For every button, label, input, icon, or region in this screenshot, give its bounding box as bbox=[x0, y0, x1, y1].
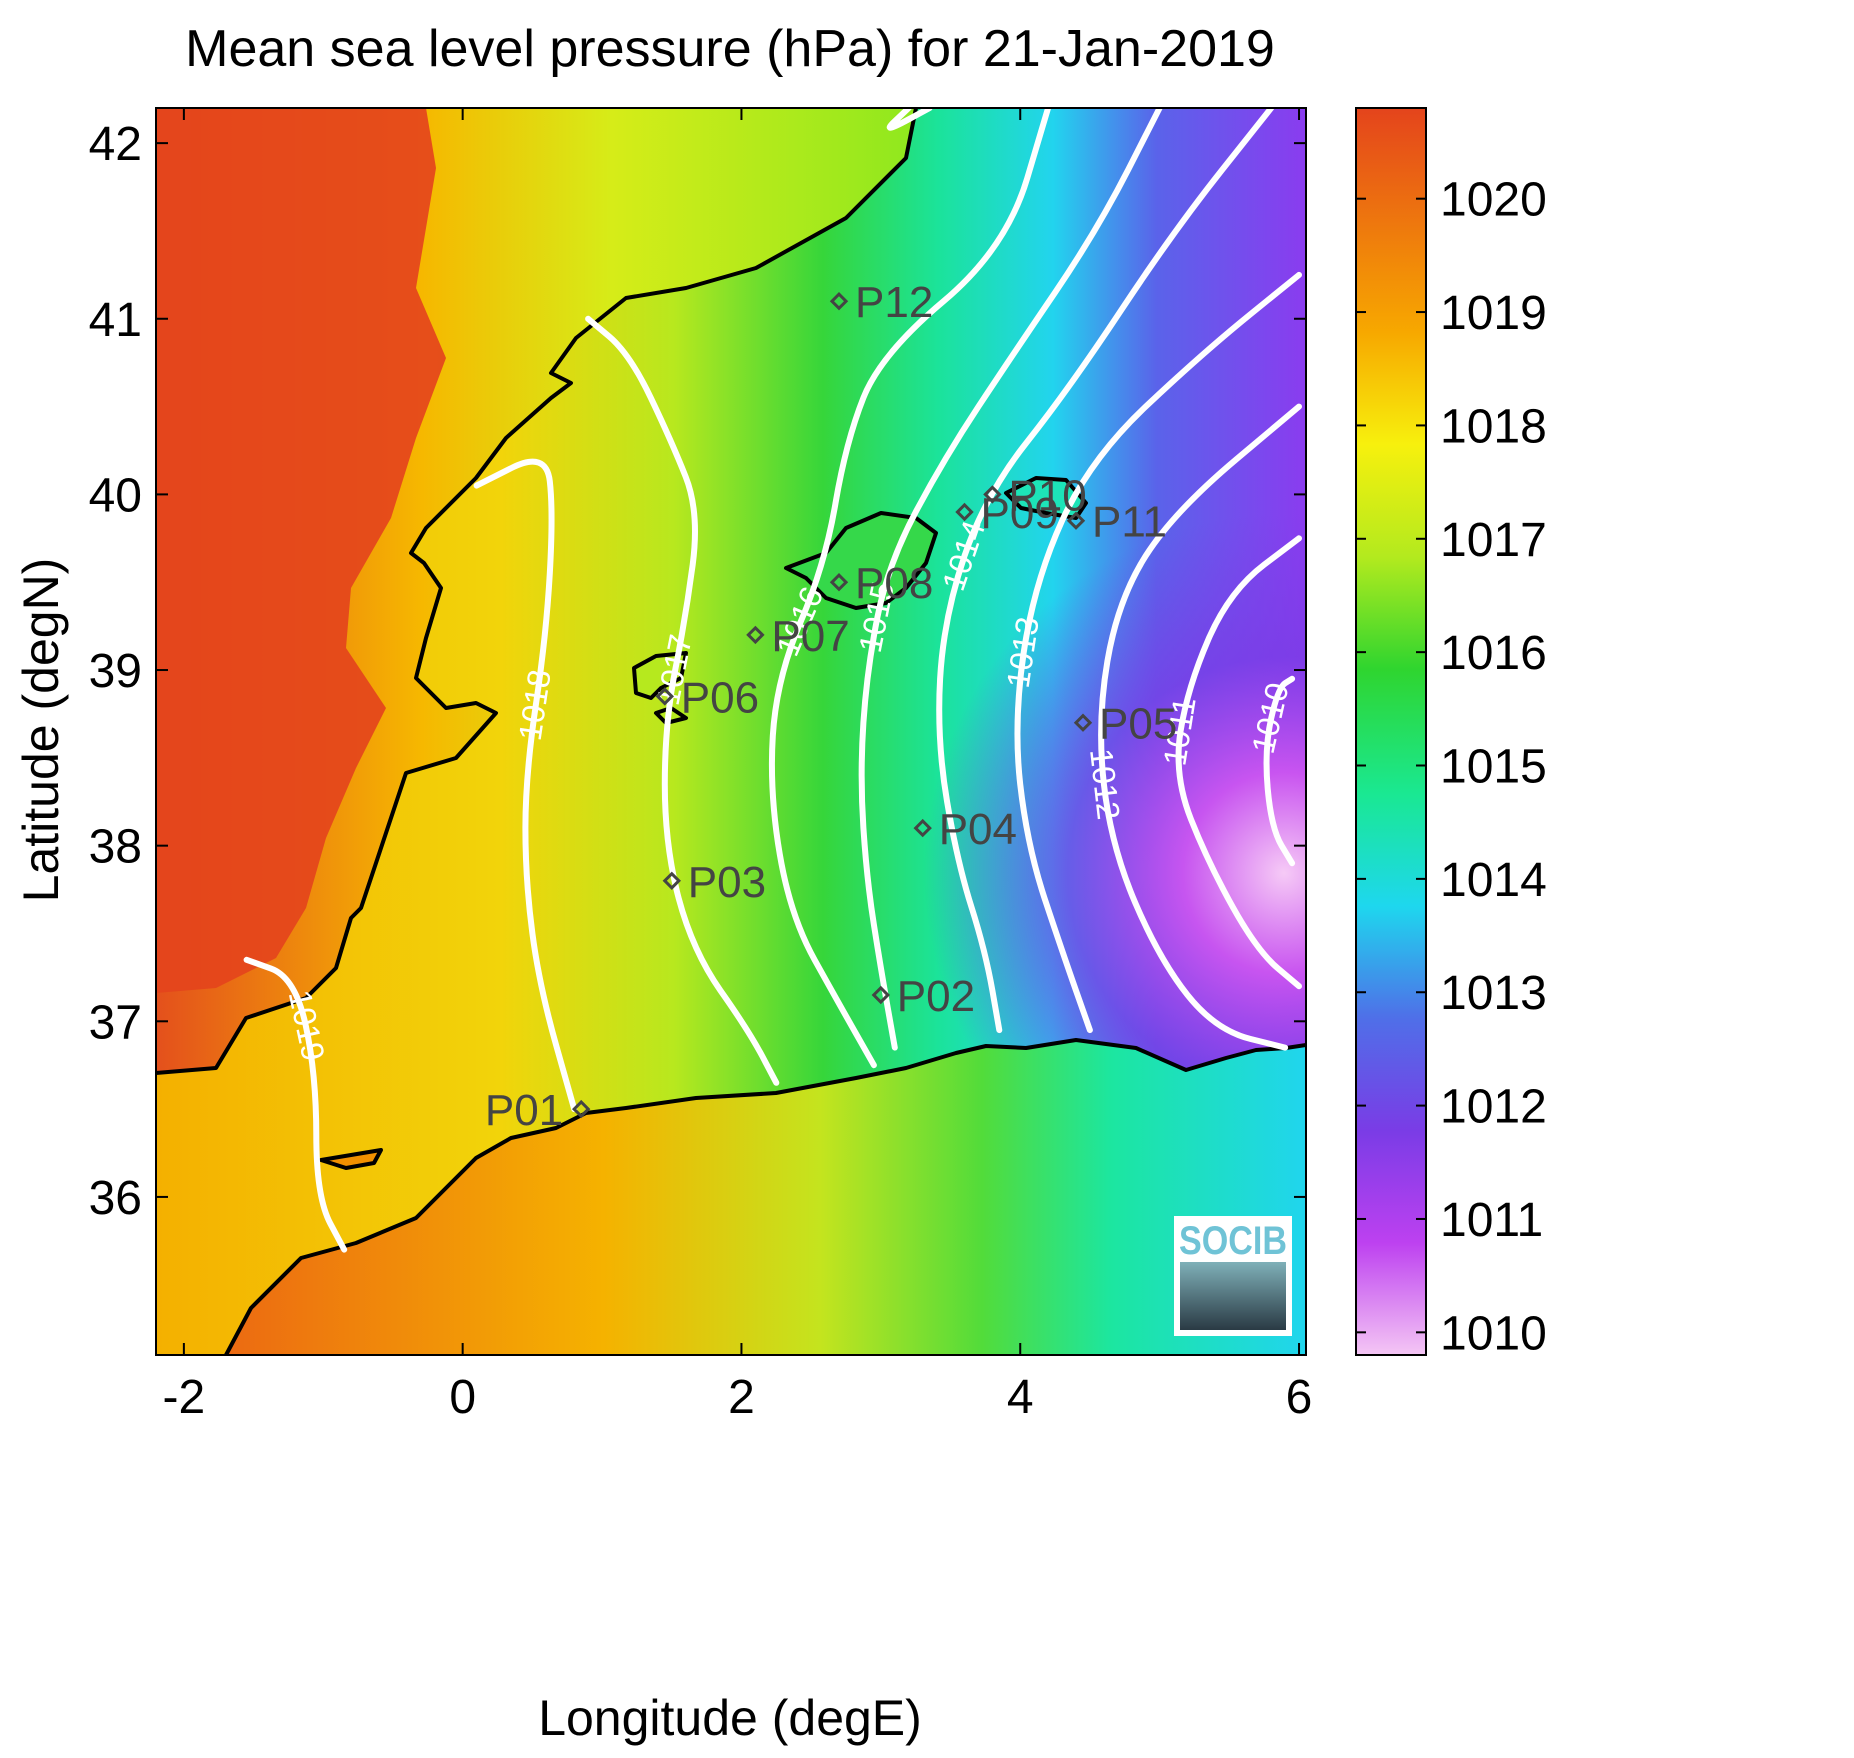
y-axis-label: Latitude (degN) bbox=[13, 558, 69, 903]
y-tick-label: 39 bbox=[89, 645, 142, 698]
colorbar-tick-label: 1020 bbox=[1440, 174, 1547, 227]
isobar-1018 bbox=[473, 458, 578, 1113]
isobar-1011 bbox=[1175, 535, 1302, 990]
colorbar-tick-label: 1019 bbox=[1440, 287, 1547, 340]
north-africa-land bbox=[226, 1040, 1306, 1355]
chart-title: Mean sea level pressure (hPa) for 21-Jan… bbox=[185, 20, 1275, 78]
isobar-1016 bbox=[768, 108, 1052, 1069]
colorbar-tick-label: 1013 bbox=[1440, 967, 1547, 1020]
iberia-coastline bbox=[156, 108, 918, 1075]
isobar-1017 bbox=[585, 315, 780, 1086]
station-label-p08: P08 bbox=[855, 559, 933, 608]
colorbar-tick-label: 1011 bbox=[1440, 1194, 1543, 1247]
isobar-1012 bbox=[1098, 403, 1302, 1051]
station-label-p07: P07 bbox=[771, 612, 849, 661]
colorbar-tick-label: 1016 bbox=[1440, 627, 1547, 680]
x-axis-label: Longitude (degE) bbox=[538, 1690, 922, 1746]
mallorca-coastline bbox=[784, 511, 938, 610]
colorbar-gradient bbox=[1355, 107, 1427, 1356]
ibiza-island bbox=[634, 653, 686, 698]
mallorca-island bbox=[786, 513, 936, 608]
isobar-1019 bbox=[243, 956, 348, 1253]
station-label-p03: P03 bbox=[688, 858, 766, 907]
station-label-p12: P12 bbox=[855, 278, 933, 327]
isobar-1014 bbox=[936, 108, 1275, 1034]
africa-coastline bbox=[224, 1038, 1306, 1355]
colorbar: 1010 1011 1012 1013 1014 1015 1016 1017 1018 1019… bbox=[1355, 107, 1547, 1360]
station-marker-p07 bbox=[746, 625, 765, 645]
station-marker-p04 bbox=[913, 818, 932, 838]
map-panel: 1010101110121013101410151016101710181019… bbox=[155, 107, 1307, 1356]
x-tick-label: 0 bbox=[449, 1371, 476, 1424]
x-tick-label: 6 bbox=[1286, 1371, 1313, 1424]
station-marker-p01 bbox=[572, 1099, 591, 1119]
colorbar-tick-label: 1018 bbox=[1440, 400, 1547, 453]
y-tick-label: 42 bbox=[89, 118, 142, 171]
logo-sea-image bbox=[1180, 1262, 1286, 1330]
station-label-p11: P11 bbox=[1092, 498, 1167, 547]
x-tick-label: -2 bbox=[163, 1371, 206, 1424]
isobar-1015 bbox=[858, 108, 1163, 1051]
socib-logo: SOCIB bbox=[1174, 1216, 1292, 1336]
colorbar-tick-label: 1012 bbox=[1440, 1081, 1547, 1134]
x-tick-label: 4 bbox=[1007, 1371, 1034, 1424]
menorca-coastline bbox=[1004, 476, 1088, 520]
isobar-1013 bbox=[1014, 271, 1302, 1034]
station-label-p10: P10 bbox=[1008, 471, 1086, 520]
colorbar-ticks: 1010 1011 1012 1013 1014 1015 1016 1017 1018 1019… bbox=[1356, 174, 1547, 1360]
colorbar-tick-label: 1017 bbox=[1440, 514, 1547, 567]
y-axis-ticks: 36 37 38 39 40 41 42 bbox=[89, 118, 1306, 1225]
station-marker-p10 bbox=[983, 485, 1002, 504]
y-tick-label: 41 bbox=[89, 294, 142, 347]
alboran-coastline bbox=[319, 1148, 383, 1170]
station-label-p04: P04 bbox=[939, 805, 1017, 854]
station-label-p05: P05 bbox=[1099, 700, 1177, 749]
map-frame bbox=[155, 107, 1307, 1356]
y-tick-label: 38 bbox=[89, 821, 142, 874]
colorbar-tick-label: 1014 bbox=[1440, 854, 1547, 907]
y-tick-label: 37 bbox=[89, 996, 142, 1049]
station-marker-p03 bbox=[662, 871, 681, 890]
colorbar-tick-label: 1010 bbox=[1440, 1307, 1547, 1360]
station-marker-p06 bbox=[655, 687, 674, 706]
station-marker-p11 bbox=[1066, 511, 1086, 530]
station-label-p06: P06 bbox=[681, 673, 759, 722]
isobar-1010 bbox=[1263, 675, 1296, 867]
station-label-p02: P02 bbox=[897, 972, 975, 1021]
station-label-p01: P01 bbox=[485, 1086, 563, 1135]
station-marker-p12 bbox=[829, 292, 849, 311]
colorbar-tick-label: 1015 bbox=[1440, 741, 1547, 794]
isobar-1018 bbox=[886, 108, 933, 131]
station-marker-p02 bbox=[871, 985, 890, 1005]
iberia-high-pressure-plateau bbox=[156, 108, 446, 993]
y-tick-label: 40 bbox=[89, 469, 142, 522]
station-label-p09: P09 bbox=[981, 489, 1059, 538]
station-marker-p08 bbox=[829, 573, 849, 592]
isobar-label-1012: 1012 bbox=[1083, 747, 1127, 822]
x-tick-label: 2 bbox=[728, 1371, 755, 1424]
logo-text: SOCIB bbox=[1179, 1219, 1287, 1263]
station-marker-p05 bbox=[1073, 713, 1093, 732]
x-axis-ticks: -2 0 2 4 6 bbox=[163, 108, 1313, 1424]
y-tick-label: 36 bbox=[89, 1172, 142, 1225]
station-marker-p09 bbox=[955, 502, 974, 522]
coastlines bbox=[156, 108, 1306, 1355]
